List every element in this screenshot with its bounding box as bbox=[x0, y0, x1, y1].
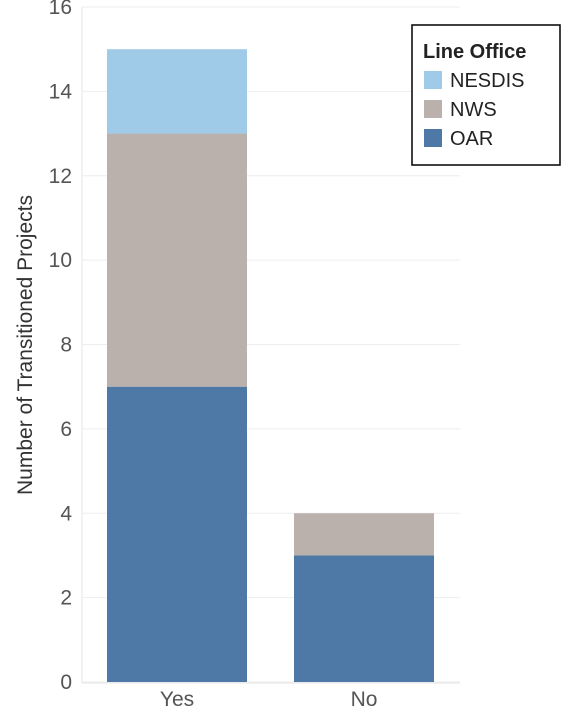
bar-segment-oar-no bbox=[294, 555, 434, 682]
y-tick-label: 4 bbox=[60, 502, 72, 525]
legend-label-oar: OAR bbox=[450, 128, 493, 150]
y-tick-label: 2 bbox=[60, 587, 72, 610]
y-tick-label: 14 bbox=[49, 80, 73, 103]
legend: Line Office NESDIS NWS OAR bbox=[411, 24, 561, 166]
y-tick-label: 0 bbox=[60, 671, 72, 694]
y-tick-label: 8 bbox=[60, 334, 72, 357]
x-tick-label: Yes bbox=[160, 688, 194, 711]
bar-segment-oar-yes bbox=[107, 386, 247, 682]
bar-segment-nws-yes bbox=[107, 133, 247, 387]
bar-segment-nws-no bbox=[294, 513, 434, 556]
legend-swatch-nws bbox=[424, 100, 442, 118]
y-tick-label: 10 bbox=[49, 249, 72, 272]
legend-swatch-nesdis bbox=[424, 71, 442, 89]
y-tick-label: 12 bbox=[49, 165, 72, 188]
axes bbox=[81, 7, 460, 684]
x-tick-label: No bbox=[351, 688, 378, 711]
x-tick-labels: Yes No bbox=[160, 688, 378, 711]
legend-swatch-oar bbox=[424, 129, 442, 147]
legend-label-nesdis: NESDIS bbox=[450, 70, 524, 92]
y-tick-labels: 0 2 4 6 8 10 12 14 16 bbox=[49, 0, 73, 694]
bars bbox=[107, 49, 434, 682]
y-tick-label: 16 bbox=[49, 0, 72, 19]
y-tick-label: 6 bbox=[60, 418, 72, 441]
legend-title: Line Office bbox=[423, 41, 526, 63]
bar-segment-nesdis-yes bbox=[107, 49, 247, 134]
legend-entries: NESDIS NWS OAR bbox=[424, 70, 524, 150]
y-axis-title: Number of Transitioned Projects bbox=[14, 195, 37, 495]
legend-label-nws: NWS bbox=[450, 99, 497, 121]
